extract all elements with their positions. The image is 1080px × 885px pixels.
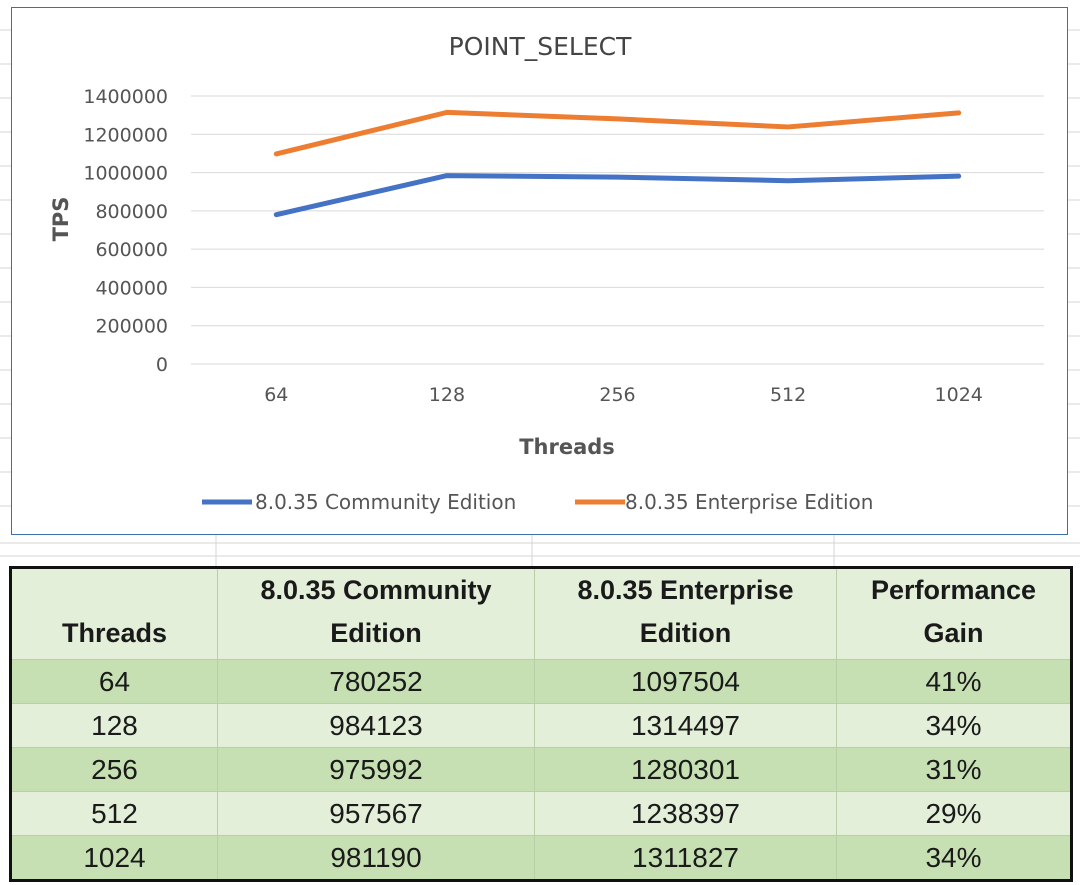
legend-label-1: 8.0.35 Enterprise Edition	[625, 490, 873, 514]
y-tick-label: 600000	[95, 239, 168, 261]
chart-title: POINT_SELECT	[449, 32, 632, 61]
cell-community: 780252	[217, 659, 535, 704]
table-header-row: Threads 8.0.35 Community Edition 8.0.35 …	[10, 567, 1072, 660]
cell-gain: 34%	[836, 703, 1072, 748]
cell-enterprise: 1280301	[534, 747, 837, 792]
table-row: 64 780252 1097504 41%	[10, 659, 1072, 704]
header-community: 8.0.35 Community Edition	[217, 567, 535, 660]
cell-community: 981190	[217, 835, 535, 881]
cell-enterprise: 1097504	[534, 659, 837, 704]
table-row: 128 984123 1314497 34%	[10, 703, 1072, 748]
x-axis-label: Threads	[519, 435, 615, 459]
series-line-0[interactable]	[273, 173, 962, 218]
y-axis-ticks: 0 200000 400000 600000 800000 1000000 1200000 1…	[83, 86, 168, 376]
x-tick-label: 256	[599, 384, 635, 406]
cell-threads: 1024	[10, 835, 218, 881]
table-row: 1024 981190 1311827 34%	[10, 835, 1072, 881]
y-tick-label: 800000	[95, 201, 168, 223]
y-tick-label: 1400000	[83, 86, 168, 108]
data-table: Threads 8.0.35 Community Edition 8.0.35 …	[9, 566, 1073, 882]
cell-community: 975992	[217, 747, 535, 792]
cell-gain: 34%	[836, 835, 1072, 881]
header-enterprise: 8.0.35 Enterprise Edition	[534, 567, 837, 660]
cell-threads: 64	[10, 659, 218, 704]
cell-gain: 41%	[836, 659, 1072, 704]
cell-enterprise: 1314497	[534, 703, 837, 748]
legend: 8.0.35 Community Edition 8.0.35 Enterpris…	[202, 490, 873, 514]
cell-enterprise: 1238397	[534, 791, 837, 836]
x-axis-ticks: 64 128 256 512 1024	[264, 384, 983, 406]
y-tick-label: 400000	[95, 277, 168, 299]
cell-gain: 29%	[836, 791, 1072, 836]
y-axis-label: TPS	[49, 197, 73, 242]
chart-area[interactable]: POINT_SELECT 0 200000 400000 600000 800000 10…	[11, 7, 1068, 535]
header-threads: Threads	[10, 567, 218, 660]
table-row: 512 957567 1238397 29%	[10, 791, 1072, 836]
x-tick-label: 512	[770, 384, 806, 406]
y-tick-label: 0	[156, 354, 168, 376]
series-lines	[273, 109, 962, 218]
line-chart: POINT_SELECT 0 200000 400000 600000 800000 10…	[49, 32, 1044, 514]
series-line-1[interactable]	[273, 109, 962, 157]
y-tick-label: 1200000	[83, 124, 168, 146]
cell-threads: 512	[10, 791, 218, 836]
table-row: 256 975992 1280301 31%	[10, 747, 1072, 792]
legend-label-0: 8.0.35 Community Edition	[255, 490, 516, 514]
x-tick-label: 128	[429, 384, 465, 406]
x-tick-label: 64	[264, 384, 288, 406]
x-tick-label: 1024	[935, 384, 983, 406]
cell-threads: 128	[10, 703, 218, 748]
cell-community: 984123	[217, 703, 535, 748]
cell-gain: 31%	[836, 747, 1072, 792]
cell-enterprise: 1311827	[534, 835, 837, 881]
header-gain: Performance Gain	[836, 567, 1072, 660]
cell-threads: 256	[10, 747, 218, 792]
cell-community: 957567	[217, 791, 535, 836]
y-tick-label: 1000000	[83, 163, 168, 185]
gridlines	[191, 95, 1044, 365]
y-tick-label: 200000	[95, 316, 168, 338]
